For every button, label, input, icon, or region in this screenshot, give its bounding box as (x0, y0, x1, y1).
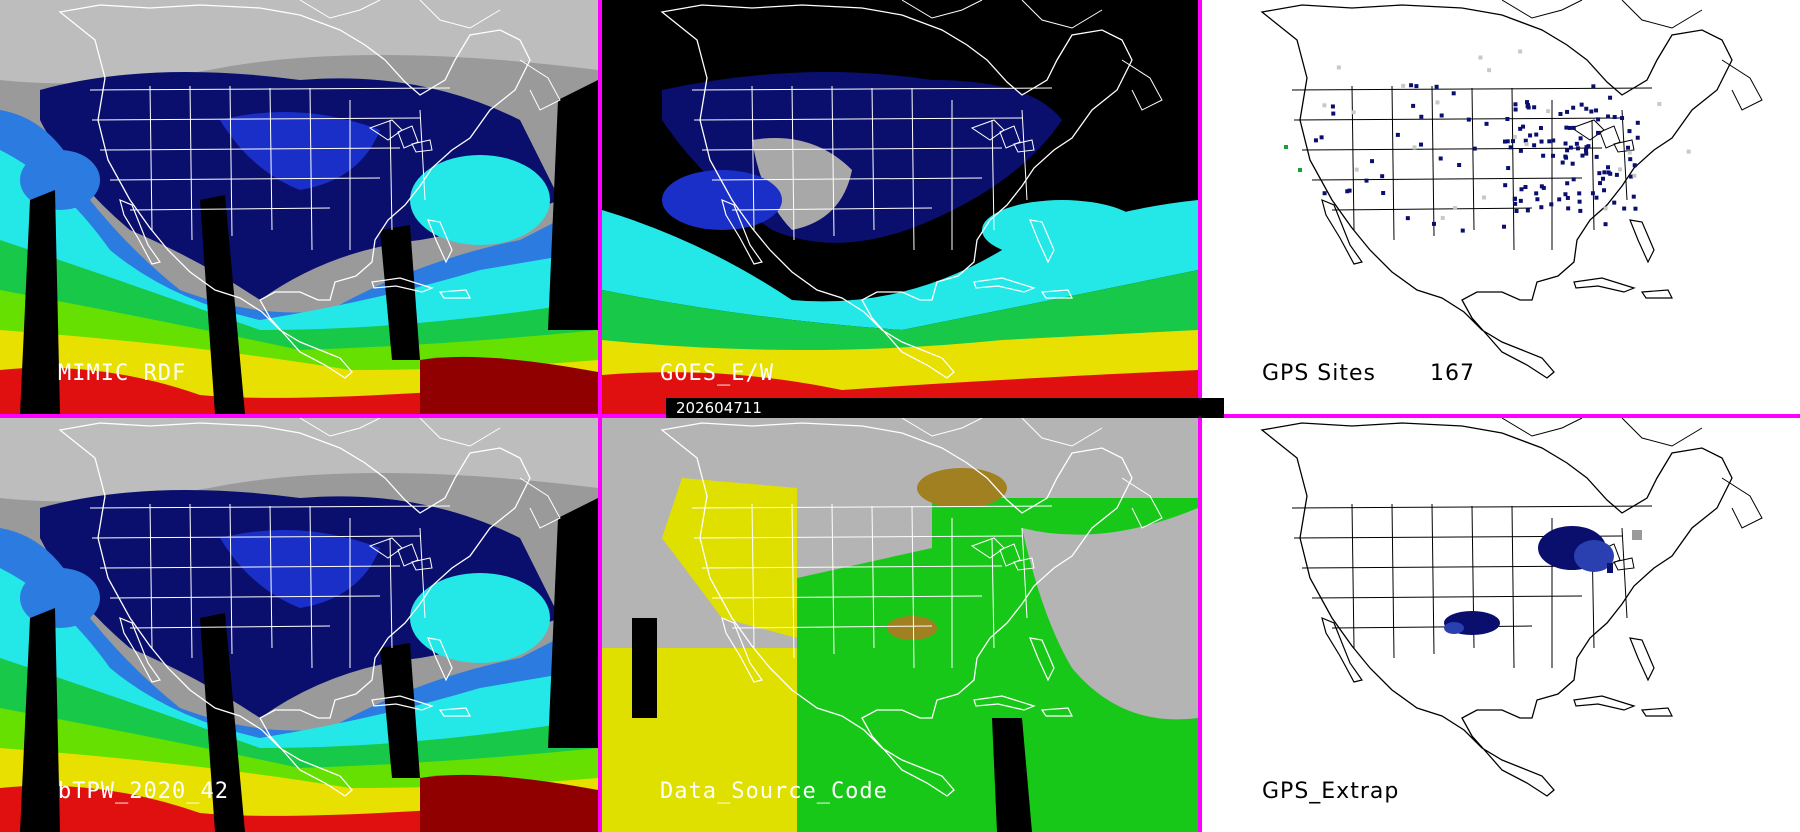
timestamp-bar: 202604711 (666, 398, 1224, 418)
panel-gps-sites: GPS Sites 167 (1202, 0, 1800, 414)
panel-label-mimic: MIMIC RDF (58, 361, 187, 386)
north-america-outline (58, 418, 561, 797)
panel-btpw: bTPW_2020_42 (0, 418, 598, 832)
north-america-outline (58, 0, 561, 379)
mimic-rdf-map (0, 0, 598, 414)
source-code-field (602, 418, 1198, 832)
panel-label-data-source: Data_Source_Code (660, 779, 888, 804)
panel-label-btpw: bTPW_2020_42 (58, 779, 229, 804)
panel-gps-extrap: GPS_Extrap (1202, 418, 1800, 832)
panel-goes: GOES_E/W (602, 0, 1198, 414)
tpw-field (0, 0, 598, 414)
goes-map (602, 0, 1198, 414)
data-source-code-map (602, 418, 1198, 832)
gps-sites-map (1260, 0, 1763, 379)
gps-site-markers (1284, 49, 1691, 233)
gps-extrap-field (1444, 526, 1642, 635)
north-america-outline (1260, 418, 1763, 797)
btpw-map (0, 418, 598, 832)
north-america-outline (660, 418, 1163, 797)
panel-label-gps-sites: GPS Sites 167 (1262, 361, 1475, 386)
north-america-outline (660, 0, 1163, 379)
panel-label-gps-extrap: GPS_Extrap (1262, 779, 1400, 804)
north-america-outline (1260, 0, 1763, 379)
goes-tpw-field (602, 0, 1198, 414)
tpw-field (0, 418, 598, 832)
gps-extrap-map (1260, 418, 1763, 797)
panel-label-goes: GOES_E/W (660, 361, 774, 386)
gps-sites-count: 167 (1429, 361, 1475, 386)
panel-mimic-rdf: MIMIC RDF (0, 0, 598, 414)
panel-data-source-code: Data_Source_Code (602, 418, 1198, 832)
gps-sites-title: GPS Sites (1262, 361, 1376, 386)
